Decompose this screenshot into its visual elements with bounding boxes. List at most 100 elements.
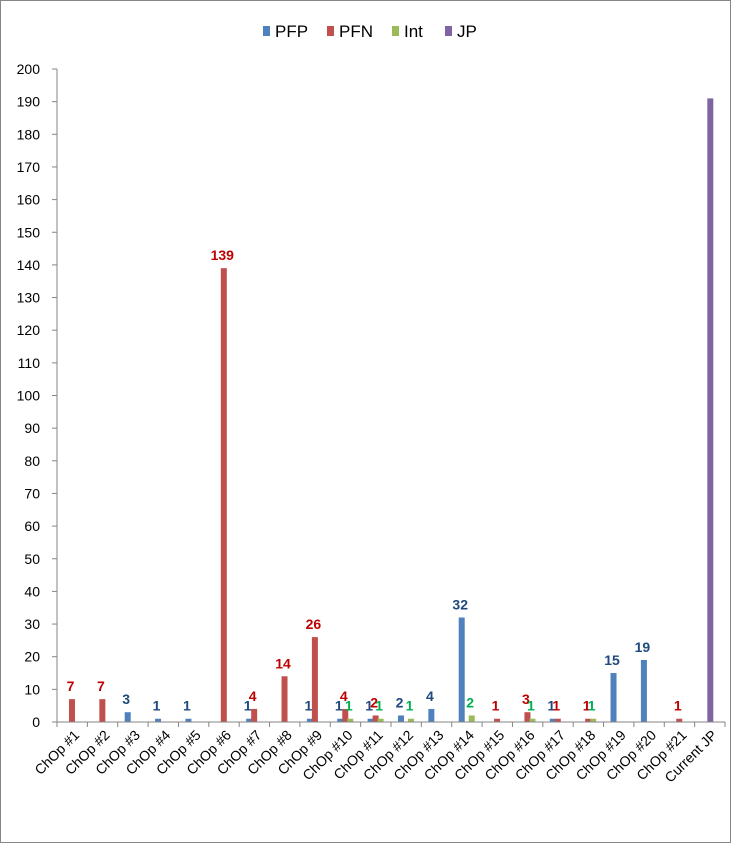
bar-pfn (281, 676, 288, 722)
data-label-pfn: 1 (674, 698, 682, 714)
y-tick-label: 40 (24, 583, 40, 599)
y-tick-label: 200 (17, 61, 41, 77)
data-label-pfn: 7 (67, 678, 75, 694)
bar-int (407, 718, 414, 722)
bar-int (590, 718, 597, 722)
y-tick-label: 190 (17, 94, 41, 110)
legend: PFP PFN Int JP (263, 22, 477, 41)
data-label-pfn: 14 (275, 655, 291, 671)
data-label-pfn: 4 (340, 688, 348, 704)
y-tick-label: 60 (24, 518, 40, 534)
y-tick-label: 160 (17, 192, 41, 208)
data-label-pfp: 2 (396, 694, 404, 710)
y-tick-label: 80 (24, 453, 40, 469)
data-label-pfn: 7 (97, 678, 105, 694)
bar-pfp (458, 617, 465, 722)
bar-pfn (494, 718, 501, 722)
data-label-pfp: 1 (153, 698, 161, 714)
y-tick-label: 120 (17, 322, 41, 338)
legend-swatch-pfn (327, 26, 334, 36)
bar-pfp (397, 715, 404, 722)
legend-label-pfn: PFN (339, 22, 373, 41)
data-label-pfn: 139 (211, 247, 235, 263)
data-label-int: 1 (375, 698, 383, 714)
bar-pfn (524, 712, 531, 722)
data-label-pfn: 1 (552, 698, 560, 714)
y-tick-label: 70 (24, 485, 40, 501)
y-tick-label: 30 (24, 616, 40, 632)
bar-pfp (428, 708, 435, 722)
data-label-pfp: 32 (452, 597, 468, 613)
bar-pfn (342, 708, 349, 722)
legend-label-pfp: PFP (275, 22, 308, 41)
y-tick-label: 170 (17, 159, 41, 175)
data-label-pfp: 1 (335, 698, 343, 714)
data-label-pfp: 19 (635, 639, 651, 655)
data-label-pfp: 1 (183, 698, 191, 714)
bar-pfp (337, 718, 344, 722)
bar-pfp (155, 718, 162, 722)
bar-pfn (68, 699, 75, 722)
bar-pfp (640, 659, 647, 722)
legend-swatch-jp (445, 26, 452, 36)
bar-int (347, 718, 354, 722)
data-label-int: 1 (527, 698, 535, 714)
data-label-pfn: 1 (583, 698, 591, 714)
y-tick-label: 100 (17, 388, 41, 404)
data-label-pfn: 26 (306, 616, 322, 632)
bar-pfp (246, 718, 253, 722)
bar-jp (707, 98, 714, 722)
bar-pfp (185, 718, 192, 722)
bar-pfp (610, 673, 617, 722)
legend-label-int: Int (404, 22, 423, 41)
bar-int (468, 715, 475, 722)
y-tick-label: 90 (24, 420, 40, 436)
bar-pfp (306, 718, 313, 722)
bar-pfn (372, 715, 379, 722)
legend-label-jp: JP (457, 22, 477, 41)
bar-int (377, 718, 384, 722)
data-label-pfp: 4 (426, 688, 434, 704)
data-label-int: 1 (345, 698, 353, 714)
y-tick-label: 10 (24, 681, 40, 697)
y-axis: 0 10 20 30 40 50 60 70 80 90 100 110 120 130 140 150 160… (17, 61, 58, 730)
data-label-int: 1 (588, 698, 596, 714)
data-label-pfp: 15 (604, 652, 620, 668)
bar-pfn (585, 718, 592, 722)
data-label-pfp: 3 (122, 691, 130, 707)
data-label-pfn: 1 (492, 698, 500, 714)
bar-pfp (367, 718, 374, 722)
y-tick-label: 0 (32, 714, 40, 730)
data-label-pfn: 2 (370, 694, 378, 710)
y-tick-label: 140 (17, 257, 41, 273)
bar-pfn (676, 718, 683, 722)
data-label-pfn: 3 (522, 691, 530, 707)
data-label-pfp: 1 (365, 698, 373, 714)
y-tick-label: 20 (24, 649, 40, 665)
bar-pfn (220, 268, 227, 722)
y-tick-label: 110 (18, 355, 41, 371)
y-tick-label: 130 (17, 290, 41, 306)
bar-pfn (251, 708, 258, 722)
bar-int (529, 718, 536, 722)
legend-swatch-int (392, 26, 399, 36)
bar-pfn (311, 637, 318, 722)
bar-pfn (554, 718, 561, 722)
y-tick-label: 150 (17, 224, 41, 240)
data-label-pfn: 4 (249, 688, 257, 704)
bars (68, 98, 714, 722)
bar-pfp (124, 712, 131, 722)
data-label-int: 1 (406, 698, 414, 714)
data-label-pfp: 1 (304, 698, 312, 714)
bar-pfp (549, 718, 556, 722)
y-tick-label: 50 (24, 551, 40, 567)
y-tick-label: 180 (17, 126, 41, 142)
data-label-int: 2 (466, 694, 474, 710)
data-label-pfp: 1 (244, 698, 252, 714)
legend-swatch-pfp (263, 26, 270, 36)
data-label-pfp: 1 (547, 698, 555, 714)
